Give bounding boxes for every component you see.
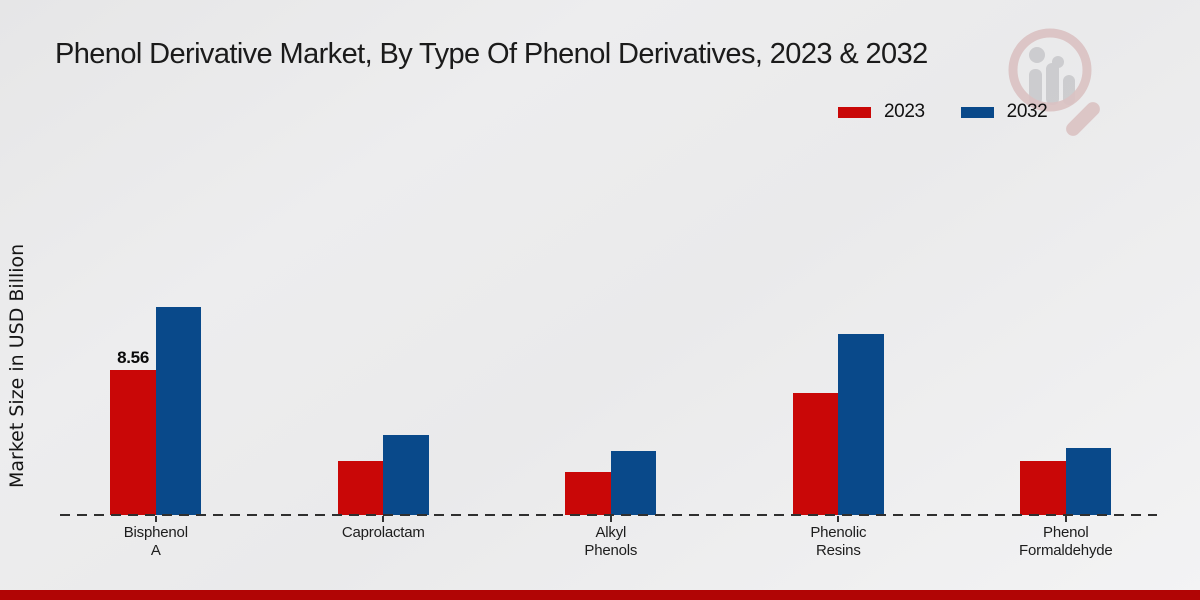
x-axis-tick-phenolic-resins: [837, 516, 840, 522]
bar-2032-alkyl-phenols: [610, 450, 657, 515]
legend-swatch-2023: [838, 106, 871, 118]
legend-label-2032: 2032: [1006, 101, 1048, 122]
legend-label-2023: 2023: [884, 101, 925, 122]
legend-swatch-2032: [960, 106, 994, 118]
value-label-2023-bisphenol-a: 8.56: [117, 348, 149, 367]
legend-item-2023: 2023: [838, 101, 925, 123]
x-axis-tick-caprolactam: [382, 516, 385, 522]
legend-item-2032: 2032: [960, 101, 1048, 123]
bar-2023-bisphenol-a: [110, 370, 156, 515]
bar-2023-phenol-formaldehyde: [1020, 460, 1066, 515]
footer-accent-bar: [0, 590, 1200, 600]
x-axis-label-phenol-formaldehyde: Phenol Formaldehyde: [1019, 524, 1113, 559]
magnifier-bars-logo-watermark: [1008, 28, 1100, 136]
bar-2032-phenol-formaldehyde: [1065, 448, 1112, 515]
legend: 2023 2032: [838, 101, 1048, 123]
bar-2023-caprolactam: [337, 460, 384, 515]
x-axis-tick-phenol-formaldehyde: [1064, 516, 1067, 522]
x-axis-label-alkyl-phenols: Alkyl Phenols: [584, 524, 638, 559]
x-axis-tick-alkyl-phenols: [609, 516, 612, 522]
x-axis-label-phenolic-resins: Phenolic Resins: [810, 524, 867, 559]
bar-2032-bisphenol-a: [155, 306, 202, 515]
chart-title: Phenol Derivative Market, By Type Of Phe…: [55, 38, 928, 70]
x-axis-label-bisphenol-a: Bisphenol A: [123, 524, 188, 559]
x-axis-tick-bisphenol-a: [154, 516, 157, 522]
x-axis-baseline: [60, 514, 1157, 516]
bar-2023-phenolic-resins: [792, 393, 839, 515]
x-axis-label-caprolactam: Caprolactam: [341, 524, 425, 541]
bar-2032-caprolactam: [383, 435, 429, 515]
bar-2023-alkyl-phenols: [565, 471, 611, 515]
bar-2032-phenolic-resins: [838, 333, 884, 515]
